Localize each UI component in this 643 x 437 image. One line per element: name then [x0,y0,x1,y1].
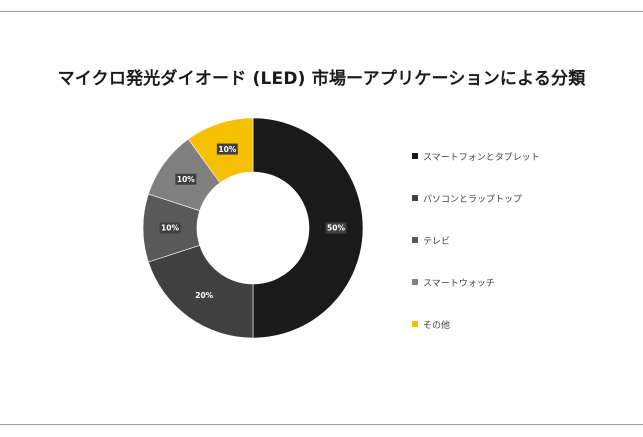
legend-item-tv: テレビ [412,219,540,261]
data-label: 10% [177,175,195,184]
legend-item-smartwatch: スマートウォッチ [412,261,540,303]
legend-label: テレビ [423,236,451,247]
data-label: 10% [161,224,179,233]
legend-swatch [412,153,418,159]
legend-swatch [412,237,418,243]
legend-label: スマートフォンとタブレット [423,152,540,163]
top-rule [0,11,643,12]
data-label-box [175,173,197,185]
slice-smartphone-tablet [252,117,364,339]
legend-item-smartphone-tablet: スマートフォンとタブレット [412,135,540,177]
data-labels: 50% 20% 10% 10% 10% [159,143,347,301]
data-label-box [325,222,347,234]
legend-label: スマートウォッチ [423,278,495,289]
data-label-box [159,222,181,234]
legend-swatch [412,279,418,285]
data-label-box [216,143,238,155]
legend-swatch [412,195,418,201]
data-label: 20% [195,291,213,300]
legend-label: その他 [423,320,451,331]
legend-item-other: その他 [412,303,540,345]
data-label: 50% [327,224,345,233]
chart-title: マイクロ発光ダイオード (LED) 市場ーアプリケーションによる分類 [57,69,586,89]
data-label: 10% [218,145,236,154]
legend-item-pc-laptop: パソコンとラップトップ [412,177,540,219]
data-label-box [193,289,215,301]
legend: スマートフォンとタブレット パソコンとラップトップ テレビ スマートウォッチ そ… [412,135,540,345]
legend-swatch [412,321,418,327]
legend-label: パソコンとラップトップ [423,194,523,205]
bottom-rule [0,424,643,425]
